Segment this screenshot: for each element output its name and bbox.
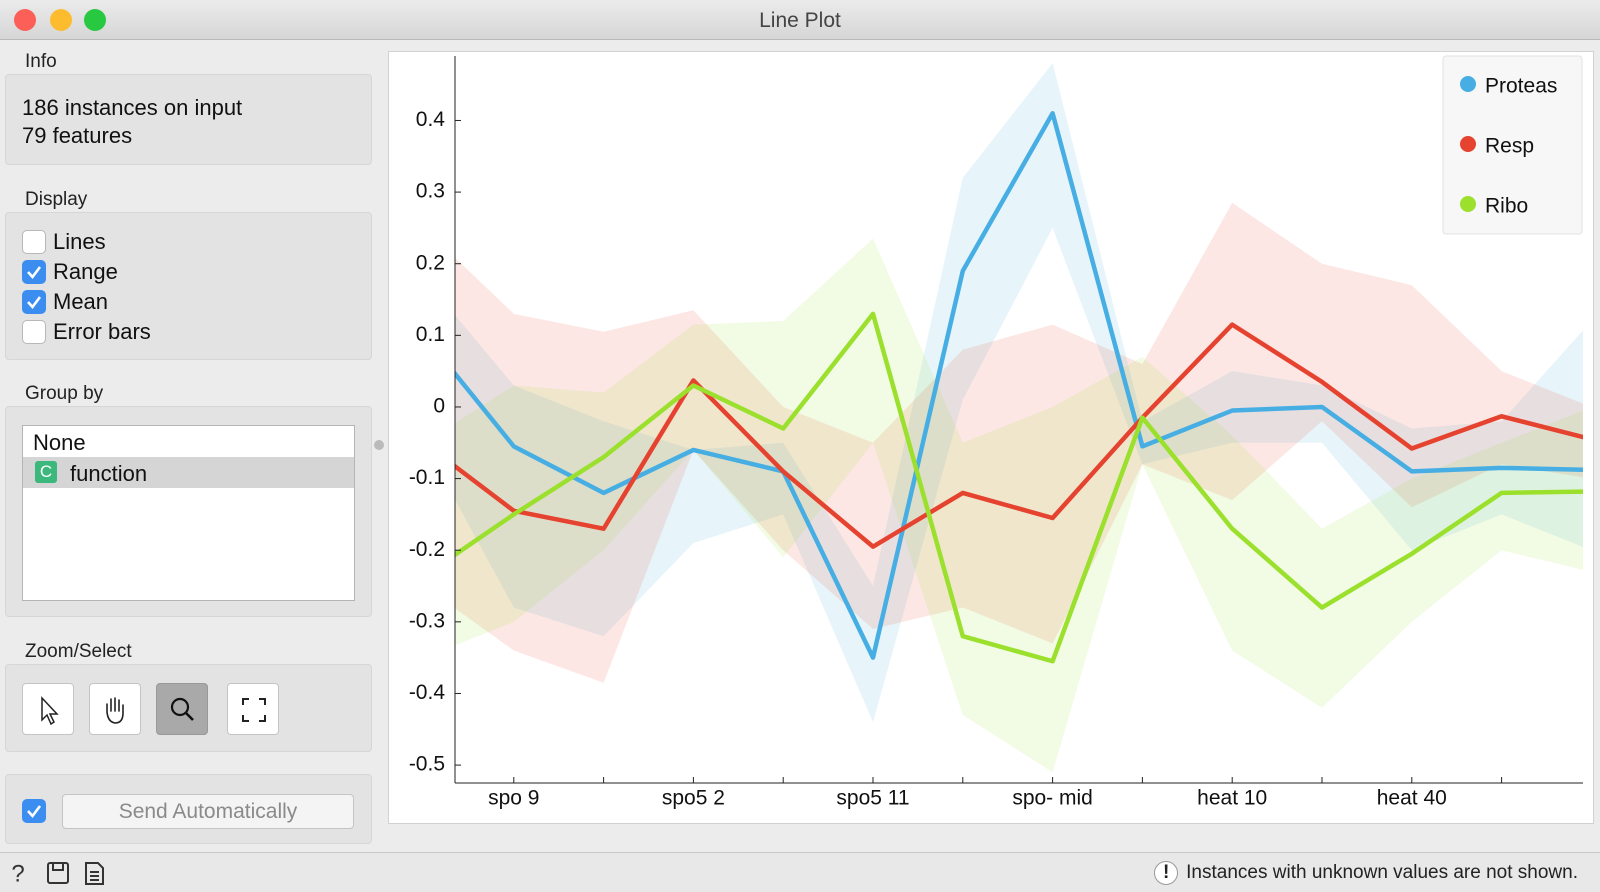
checkbox-label: Range <box>53 259 118 284</box>
auto-send-checkbox[interactable] <box>22 799 46 823</box>
svg-text:?: ? <box>11 860 24 887</box>
y-tick-label: 0.1 <box>416 323 445 346</box>
legend-box <box>1442 55 1583 235</box>
section-label: Info <box>25 51 57 72</box>
y-tick-label: -0.4 <box>409 681 446 704</box>
y-tick-label: -0.2 <box>409 538 445 561</box>
select-tool[interactable] <box>22 683 74 735</box>
mean-line <box>455 311 1583 664</box>
y-tick-label: -0.1 <box>409 466 445 489</box>
pan-tool[interactable] <box>89 683 141 735</box>
checkbox-label: Error bars <box>53 319 151 344</box>
window-title: Line Plot <box>759 9 841 32</box>
splitter-handle[interactable] <box>374 440 384 450</box>
minimize-button[interactable] <box>50 9 72 31</box>
mean-line <box>455 111 1583 660</box>
checkbox[interactable] <box>22 320 46 344</box>
legend-marker <box>1460 76 1476 92</box>
x-tick-label: spo5 2 <box>662 787 725 810</box>
checkbox-label: Mean <box>53 289 109 314</box>
plot-frame <box>388 51 1594 824</box>
title-bar: Line Plot <box>0 0 1600 40</box>
list-item-text: None <box>33 430 86 455</box>
y-tick-label: 0 <box>433 395 445 418</box>
range-band <box>455 63 1583 723</box>
legend-label: Proteas <box>1485 75 1557 98</box>
send-button[interactable]: Send Automatically <box>62 794 354 829</box>
zoom-box <box>5 664 372 752</box>
range-band <box>455 202 1583 683</box>
section-label: Group by <box>25 383 104 404</box>
status-message: ! Instances with unknown values are not s… <box>1154 861 1578 885</box>
y-tick-label: 0.3 <box>416 180 445 203</box>
legend-marker <box>1460 136 1476 152</box>
reset-zoom-tool[interactable] <box>227 683 279 735</box>
send-box: Send Automatically <box>5 774 372 844</box>
list-item[interactable]: None <box>23 426 354 457</box>
mean-line <box>455 322 1583 549</box>
legend-label: Ribo <box>1485 195 1528 218</box>
info-text: 186 instances on input <box>22 95 243 120</box>
range-band <box>455 238 1583 773</box>
status-icons[interactable]: ? <box>6 859 116 889</box>
y-tick-label: -0.3 <box>409 609 445 632</box>
checkbox[interactable] <box>22 260 46 284</box>
y-tick-label: -0.5 <box>409 753 445 776</box>
checkbox[interactable] <box>22 230 46 254</box>
list-item-text: function <box>70 461 148 486</box>
legend-marker <box>1460 196 1476 212</box>
zoom-tool[interactable] <box>156 683 208 735</box>
close-button[interactable] <box>14 9 36 31</box>
display-box: Lines Range Mean Error bars <box>5 212 372 360</box>
checkbox-label: Lines <box>53 229 106 254</box>
x-tick-label: spo5 11 <box>836 787 909 810</box>
variable-icon: C <box>35 461 57 483</box>
status-text: Instances with unknown values are not sh… <box>1186 862 1578 884</box>
y-tick-label: 0.2 <box>416 251 445 274</box>
section-label: Display <box>25 189 88 210</box>
zoom-button[interactable] <box>84 9 106 31</box>
line-plot: -0.5 -0.4 -0.3 -0.2 -0.1 0 0.1 0.2 0.3 0.4 spo 9 sp… <box>409 55 1583 810</box>
checkbox[interactable] <box>22 290 46 314</box>
plot-area <box>455 63 1583 773</box>
y-tick-label: 0.4 <box>416 108 446 131</box>
x-tick-label: spo 9 <box>488 787 539 810</box>
x-tick-label: heat 10 <box>1197 787 1267 810</box>
x-tick-label: spo- mid <box>1012 787 1093 810</box>
legend-label: Resp <box>1485 135 1534 158</box>
section-label: Zoom/Select <box>25 641 132 662</box>
info-text: 79 features <box>22 123 133 148</box>
info-box: 186 instances on input 79 features <box>5 74 372 165</box>
status-bar: ? ! Instances with unknown values are not… <box>0 852 1600 892</box>
x-tick-label: heat 40 <box>1377 787 1447 810</box>
